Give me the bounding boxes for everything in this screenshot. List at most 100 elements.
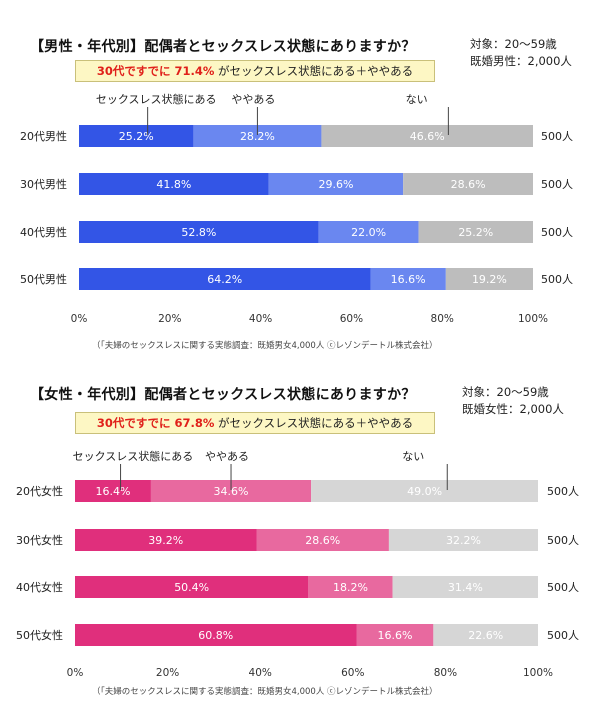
meta-line-sample: 既婚男性：2,000人 [470, 54, 572, 68]
category-label: 20代男性 [20, 129, 67, 143]
legend-label: ない [406, 93, 428, 106]
bar-value-label: 28.6% [305, 534, 340, 547]
bar-segment [403, 173, 533, 195]
legend-label: ややある [231, 93, 275, 106]
source-note: （「夫婦のセックスレスに関する実態調査：既婚男女4,000人 ⓒレゾンデートル株… [92, 687, 438, 697]
bar-segment [356, 624, 434, 646]
highlight-box: 30代ですでに 71.4% がセックスレス状態にある＋ややある [75, 60, 435, 82]
x-tick-label: 20% [158, 313, 181, 325]
bar-segment [370, 268, 446, 290]
bar-segment [268, 173, 404, 195]
legend-label: ややある [205, 450, 249, 463]
source-note: （「夫婦のセックスレスに関する実態調査：既婚男女4,000人 ⓒレゾンデートル株… [92, 341, 438, 351]
bar-value-label: 41.8% [156, 178, 191, 191]
bar-segment [318, 221, 419, 243]
sample-size-label: 500人 [547, 629, 579, 642]
chart-meta: 対象：20〜59歳 既婚男性：2,000人 [470, 36, 572, 70]
sample-size-label: 500人 [547, 534, 579, 547]
bar-segment [321, 125, 533, 147]
bar-value-label: 60.8% [198, 629, 233, 642]
highlight-text: がセックスレス状態にある＋ややある [214, 416, 414, 430]
bar-value-label: 25.2% [119, 130, 154, 143]
x-tick-label: 40% [249, 667, 272, 679]
bar-value-label: 46.6% [410, 130, 445, 143]
bar-value-label: 22.6% [468, 629, 503, 642]
bar-segment [445, 268, 533, 290]
stacked-bar-chart: 25.2% 28.2% 46.6% 20代男性 500人 41.8% 29.6% 28.6% 3… [20, 92, 573, 325]
bar-segment [79, 268, 371, 290]
bar-value-label: 18.2% [333, 581, 368, 594]
bar-segment [193, 125, 322, 147]
legend-label: ない [402, 450, 424, 463]
bar-segment [433, 624, 538, 646]
bar-value-label: 52.8% [181, 226, 216, 239]
bar-segment [75, 529, 257, 551]
x-tick-label: 0% [67, 667, 84, 679]
highlight-text: がセックスレス状態にある＋ややある [214, 64, 414, 78]
category-label: 50代男性 [20, 272, 67, 286]
x-tick-label: 60% [340, 313, 363, 325]
bar-value-label: 49.0% [407, 485, 442, 498]
bar-segment [311, 480, 538, 502]
category-label: 40代女性 [16, 580, 63, 594]
sample-size-label: 500人 [541, 226, 573, 239]
meta-line-target: 対象：20〜59歳 [470, 37, 557, 51]
bar-value-label: 32.2% [446, 534, 481, 547]
bar-segment [75, 624, 357, 646]
sample-size-label: 500人 [547, 581, 579, 594]
bar-segment [256, 529, 389, 551]
bar-value-label: 28.6% [451, 178, 486, 191]
bar-segment [392, 576, 538, 598]
sample-size-label: 500人 [547, 485, 579, 498]
bar-value-label: 29.6% [318, 178, 353, 191]
sample-size-label: 500人 [541, 273, 573, 286]
meta-line-target: 対象：20〜59歳 [462, 385, 549, 399]
x-tick-label: 100% [518, 313, 548, 325]
bar-segment [75, 576, 309, 598]
bar-segment [79, 221, 319, 243]
highlight-value: 30代ですでに 67.8% [96, 416, 215, 430]
x-tick-label: 0% [71, 313, 88, 325]
chart-title: 【女性・年代別】配偶者とセックスレス状態にありますか？ [30, 387, 416, 403]
chart-panel-male: 【男性・年代別】配偶者とセックスレス状態にありますか？ 対象：20〜59歳 既婚… [20, 36, 573, 351]
bar-value-label: 16.4% [95, 485, 130, 498]
bar-value-label: 31.4% [448, 581, 483, 594]
bar-segment [79, 173, 269, 195]
x-tick-label: 40% [249, 313, 272, 325]
sample-size-label: 500人 [541, 178, 573, 191]
bar-value-label: 39.2% [148, 534, 183, 547]
category-label: 30代女性 [16, 533, 63, 547]
category-label: 30代男性 [20, 177, 67, 191]
bar-value-label: 25.2% [458, 226, 493, 239]
legend-label: セックスレス状態にある [96, 92, 217, 106]
x-tick-label: 20% [156, 667, 179, 679]
bar-segment [388, 529, 538, 551]
legend-label: セックスレス状態にある [73, 449, 194, 463]
chart-title: 【男性・年代別】配偶者とセックスレス状態にありますか？ [30, 39, 416, 55]
bar-segment [79, 125, 194, 147]
bar-value-label: 16.6% [391, 273, 426, 286]
bar-value-label: 64.2% [207, 273, 242, 286]
category-label: 20代女性 [16, 484, 63, 498]
bar-segment [150, 480, 312, 502]
bar-value-label: 19.2% [472, 273, 507, 286]
bar-value-label: 28.2% [240, 130, 275, 143]
x-tick-label: 60% [341, 667, 364, 679]
x-tick-label: 80% [434, 667, 457, 679]
highlight-value: 30代ですでに 71.4% [96, 64, 215, 78]
bar-value-label: 22.0% [351, 226, 386, 239]
x-tick-label: 80% [431, 313, 454, 325]
meta-line-sample: 既婚女性：2,000人 [462, 402, 564, 416]
bar-value-label: 16.6% [377, 629, 412, 642]
category-label: 40代男性 [20, 225, 67, 239]
chart-meta: 対象：20〜59歳 既婚女性：2,000人 [462, 384, 564, 418]
stacked-bar-chart: 16.4% 34.6% 49.0% 20代女性 500人 39.2% 28.6% 32.2% 3… [16, 449, 579, 679]
bar-segment [418, 221, 533, 243]
category-label: 50代女性 [16, 628, 63, 642]
bar-segment [75, 480, 151, 502]
x-tick-label: 100% [523, 667, 553, 679]
highlight-box: 30代ですでに 67.8% がセックスレス状態にある＋ややある [75, 412, 435, 434]
sample-size-label: 500人 [541, 130, 573, 143]
bar-value-label: 34.6% [214, 485, 249, 498]
chart-panel-female: 【女性・年代別】配偶者とセックスレス状態にありますか？ 対象：20〜59歳 既婚… [0, 356, 600, 712]
